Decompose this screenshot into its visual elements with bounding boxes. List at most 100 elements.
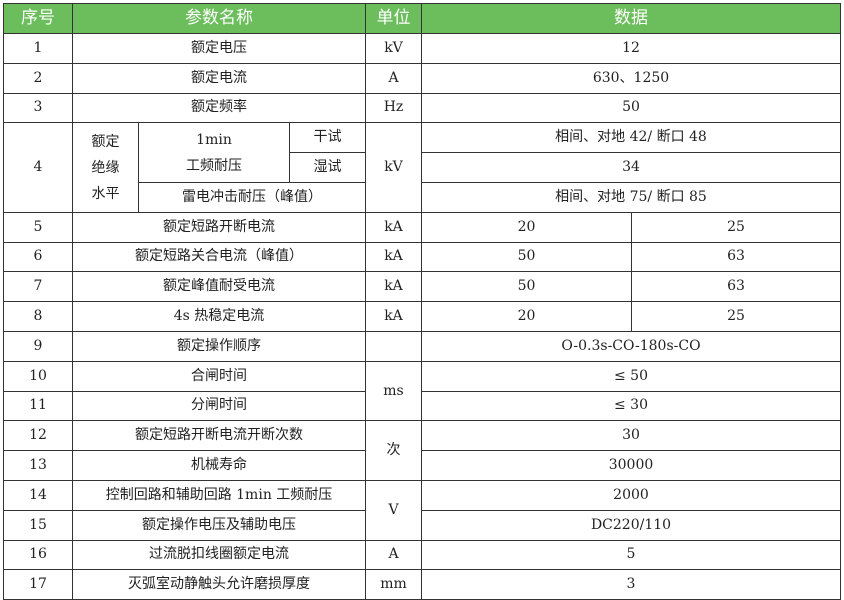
data-cell: 12 bbox=[421, 33, 841, 64]
seq-cell: 11 bbox=[3, 390, 73, 422]
data-cell: 3 bbox=[421, 569, 841, 600]
data-cell: O-0.3s-CO-180s-CO bbox=[421, 330, 841, 362]
name-cell: 4s 热稳定电流 bbox=[72, 301, 366, 332]
table-row: 14 控制回路和辅助回路 1min 工频耐压 V 2000 bbox=[3, 479, 841, 541]
unit-cell: mm bbox=[365, 569, 422, 600]
data-cell: 50 bbox=[421, 271, 632, 303]
unit-cell: A bbox=[365, 539, 422, 571]
group-line: 绝缘 bbox=[91, 159, 120, 176]
unit-cell: kA bbox=[365, 271, 422, 303]
name-cell: 额定操作顺序 bbox=[72, 330, 366, 362]
table-row: 15 额定操作电压及辅助电压 DC220/110 bbox=[3, 509, 841, 541]
data-cell: 25 bbox=[631, 301, 841, 332]
unit-cell: kA bbox=[365, 301, 422, 332]
data-cell: 630、1250 bbox=[421, 62, 841, 94]
table-row: 11 分闸时间 ≤ 30 bbox=[3, 390, 841, 422]
name-cell: 额定电压 bbox=[72, 33, 366, 64]
data-cell: 5 bbox=[421, 539, 841, 571]
table-row: 5 额定短路开断电流 kA 20 25 bbox=[3, 211, 841, 243]
wet-test-cell: 湿试 bbox=[289, 152, 366, 183]
name-cell: 额定短路关合电流（峰值） bbox=[72, 241, 366, 273]
name-cell: 机械寿命 bbox=[72, 450, 366, 481]
unit-cell: ms bbox=[365, 360, 422, 422]
insulation-level-cell: 额定 绝缘 水平 bbox=[72, 122, 139, 213]
name-cell: 合闸时间 bbox=[72, 360, 366, 392]
dry-test-cell: 干试 bbox=[289, 122, 366, 154]
seq-cell: 16 bbox=[3, 539, 73, 571]
name-cell: 过流脱扣线圈额定电流 bbox=[72, 539, 366, 571]
data-cell: 63 bbox=[631, 271, 841, 303]
seq-cell: 17 bbox=[3, 569, 73, 600]
table-row: 2 额定电流 A 630、1250 bbox=[3, 62, 841, 94]
table-row: 8 4s 热稳定电流 kA 20 25 bbox=[3, 301, 841, 332]
seq-cell: 9 bbox=[3, 330, 73, 362]
unit-cell: kV bbox=[365, 33, 422, 64]
table-row: 3 额定频率 Hz 50 bbox=[3, 92, 841, 124]
data-cell: 20 bbox=[421, 301, 632, 332]
header-unit: 单位 bbox=[365, 3, 422, 34]
data-cell: ≤ 30 bbox=[421, 390, 841, 422]
header-seq: 序号 bbox=[3, 3, 73, 34]
unit-cell: kA bbox=[365, 241, 422, 273]
table-row: 13 机械寿命 30000 bbox=[3, 450, 841, 481]
table-row: 12 额定短路开断电流开断次数次 30 bbox=[3, 420, 841, 481]
unit-cell: A bbox=[365, 62, 422, 94]
data-cell: DC220/110 bbox=[421, 509, 841, 541]
header-row: 序号 参数名称 单位 数据 bbox=[3, 3, 841, 34]
table-row: 7 额定峰值耐受电流 kA 50 63 bbox=[3, 271, 841, 303]
data-cell: ≤ 50 bbox=[421, 360, 841, 392]
unit-cell bbox=[365, 330, 422, 362]
data-cell: 25 bbox=[631, 211, 841, 243]
power-freq-line: 1min bbox=[196, 131, 232, 148]
name-cell: 额定短路开断电流 bbox=[72, 211, 366, 243]
seq-cell: 10 bbox=[3, 360, 73, 392]
name-cell: 额定操作电压及辅助电压 bbox=[72, 509, 366, 541]
data-cell: 34 bbox=[421, 152, 841, 183]
name-cell: 控制回路和辅助回路 1min 工频耐压 bbox=[72, 479, 366, 511]
table-row: 10 合闸时间 ms ≤ 50 bbox=[3, 360, 841, 422]
table-row: 16 过流脱扣线圈额定电流 A 5 bbox=[3, 539, 841, 571]
seq-cell: 13 bbox=[3, 450, 73, 481]
table-row: 6 额定短路关合电流（峰值） kA 50 63 bbox=[3, 241, 841, 273]
data-cell: 50 bbox=[421, 241, 632, 273]
table-row: 4 额定 绝缘 水平 1min 工频耐压 干试 kV 相间、对地 42/ 断口 … bbox=[3, 122, 841, 213]
data-cell: 20 bbox=[421, 211, 632, 243]
header-data: 数据 bbox=[421, 3, 841, 34]
data-cell: 50 bbox=[421, 92, 841, 124]
name-cell: 分闸时间 bbox=[72, 390, 366, 422]
table-row: 17 灭弧室动静触头允许磨损厚度 mm 3 bbox=[3, 569, 841, 600]
group-line: 水平 bbox=[91, 185, 120, 202]
unit-cell: 次 bbox=[365, 420, 422, 481]
unit-cell: Hz bbox=[365, 92, 422, 124]
lightning-impulse-cell: 雷电冲击耐压（峰值） bbox=[138, 181, 366, 213]
seq-cell: 8 bbox=[3, 301, 73, 332]
data-cell: 相间、对地 42/ 断口 48 bbox=[421, 122, 841, 154]
seq-cell: 2 bbox=[3, 62, 73, 94]
data-cell: 63 bbox=[631, 241, 841, 273]
name-cell: 额定短路开断电流开断次数 bbox=[72, 420, 366, 452]
header-name: 参数名称 bbox=[72, 3, 366, 34]
seq-cell: 12 bbox=[3, 420, 73, 452]
name-cell: 灭弧室动静触头允许磨损厚度 bbox=[72, 569, 366, 600]
seq-cell: 7 bbox=[3, 271, 73, 303]
power-freq-line: 工频耐压 bbox=[186, 157, 242, 174]
data-cell: 30 bbox=[421, 420, 841, 452]
seq-cell: 14 bbox=[3, 479, 73, 511]
seq-cell: 5 bbox=[3, 211, 73, 243]
unit-cell: V bbox=[365, 479, 422, 541]
name-cell: 额定峰值耐受电流 bbox=[72, 271, 366, 303]
table-row: 1 额定电压 kV 12 bbox=[3, 33, 841, 64]
data-cell: 2000 bbox=[421, 479, 841, 511]
name-cell: 额定电流 bbox=[72, 62, 366, 94]
table-row: 湿试 34 bbox=[4, 152, 841, 183]
unit-cell: kA bbox=[365, 211, 422, 243]
table-row: 9 额定操作顺序 O-0.3s-CO-180s-CO bbox=[3, 330, 841, 362]
seq-cell: 15 bbox=[3, 509, 73, 541]
data-cell: 30000 bbox=[421, 450, 841, 481]
power-freq-withstand-cell: 1min 工频耐压 bbox=[138, 122, 290, 183]
group-line: 额定 bbox=[91, 133, 120, 150]
unit-cell: kV bbox=[365, 122, 422, 213]
data-cell: 相间、对地 75/ 断口 85 bbox=[421, 181, 841, 213]
seq-cell: 4 bbox=[3, 122, 73, 213]
name-cell: 额定频率 bbox=[72, 92, 366, 124]
